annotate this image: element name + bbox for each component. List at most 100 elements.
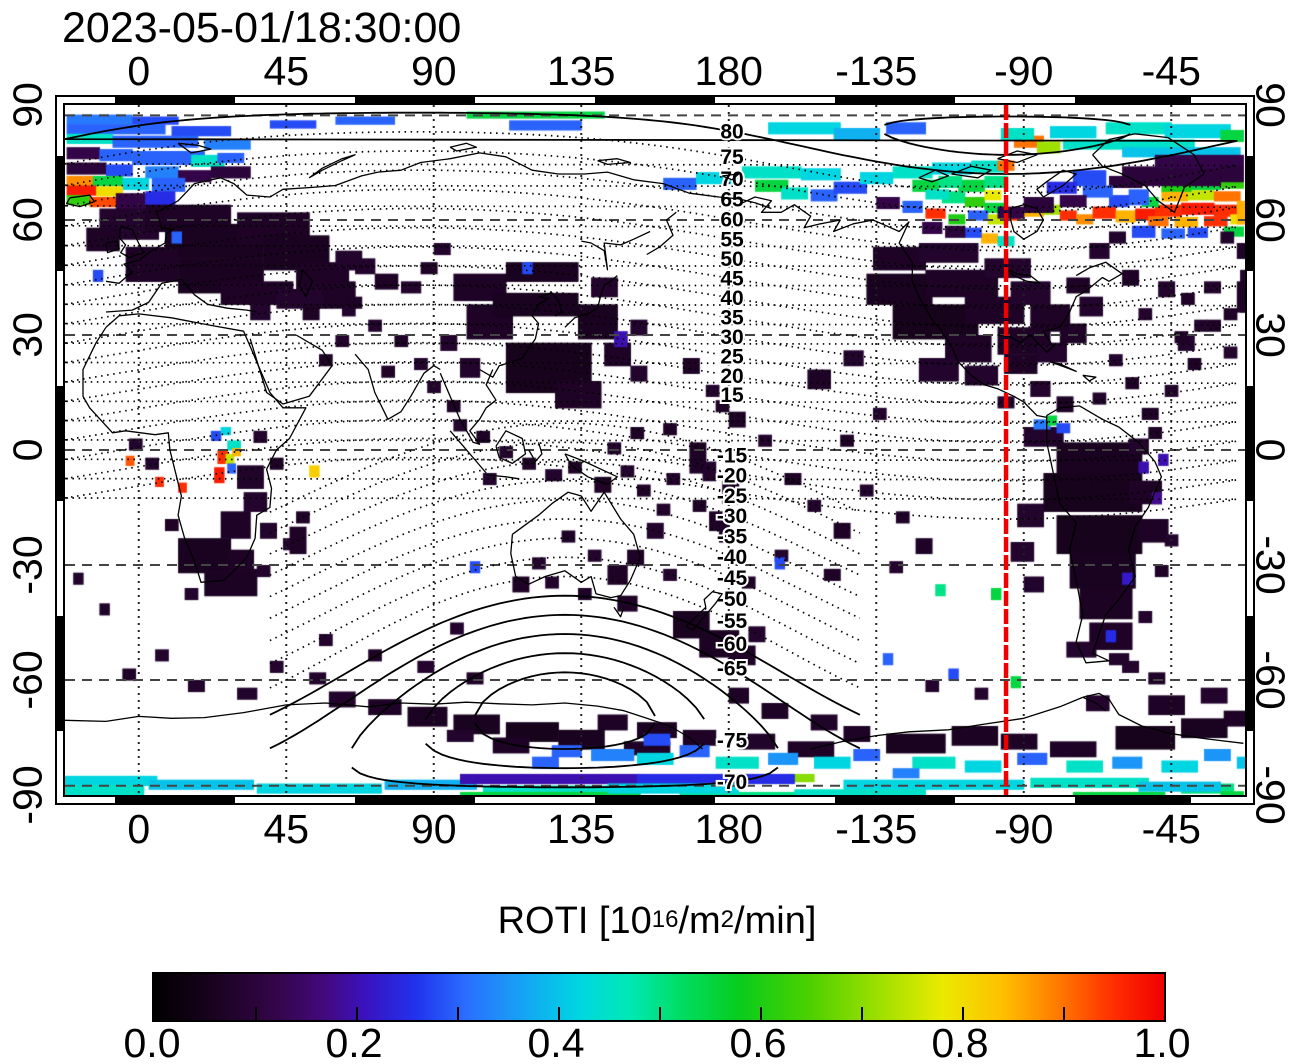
colorbar-minor-tick	[659, 1007, 661, 1020]
colorbar-tick-label: 0.0	[123, 1020, 181, 1064]
coastline-path	[177, 142, 212, 154]
lon-tick-label-top: 45	[263, 48, 310, 94]
lon-tick-label-bottom: 45	[263, 806, 310, 852]
lon-tick-label-bottom: -135	[835, 806, 918, 852]
maglat-contour-label: 80	[720, 121, 743, 144]
maglat-contour-label: -65	[717, 658, 748, 681]
coastline-path	[1092, 133, 1205, 213]
colorbar-minor-tick	[760, 1007, 762, 1020]
maglat-contour	[269, 575, 861, 689]
colorbar-minor-tick	[861, 1007, 863, 1020]
colorbar-title-prefix: ROTI [10	[497, 900, 652, 942]
frame-border-right	[1245, 97, 1253, 803]
colorbar-tick-label: 0.6	[729, 1020, 787, 1064]
maglat-contour-label: 40	[720, 287, 743, 310]
maglat-contour-label: 50	[720, 248, 743, 271]
maglat-contour-label: -50	[717, 588, 747, 611]
colorbar-minor-tick	[457, 1007, 459, 1020]
lat-tick-label: 90	[4, 82, 51, 128]
lon-tick-label-top: 90	[410, 48, 457, 94]
lon-tick-label-bottom: 0	[127, 806, 151, 852]
coastline-path	[249, 334, 333, 405]
maglat-contour	[65, 456, 1238, 520]
colorbar-tick-label: 0.2	[325, 1020, 383, 1064]
maglat-contour	[65, 169, 1238, 233]
lon-tick-label-bottom: -45	[1141, 806, 1201, 852]
lon-tick-label-bottom: -90	[994, 806, 1054, 852]
maglat-contour-label: -75	[717, 729, 748, 752]
coastline-path	[997, 150, 1038, 164]
maglat-contour-label: -45	[717, 567, 748, 590]
lat-tick-label: -30	[4, 535, 51, 595]
maglat-contour	[473, 671, 656, 717]
maglat-contour	[65, 130, 1238, 195]
coastline-path	[1036, 169, 1077, 198]
colorbar-minor-tick	[962, 1007, 964, 1020]
coastline-path	[581, 230, 651, 271]
maglat-contour	[473, 722, 656, 750]
lon-tick-label-top: 0	[127, 48, 151, 94]
lat-tick-label: -90	[4, 765, 51, 825]
maglat-contour-label: -70	[717, 771, 747, 794]
maglat-contour	[269, 422, 861, 513]
coastline-path	[1046, 405, 1163, 664]
maglat-contour-label: 60	[720, 208, 743, 231]
frame-border-top	[57, 97, 1253, 105]
lon-tick-label-top: -135	[835, 48, 918, 94]
maglat-contour	[351, 766, 779, 789]
maglat-contour-label: -60	[717, 633, 747, 656]
maglat-contour-label: 55	[720, 228, 744, 251]
maglat-contour	[269, 441, 861, 534]
maglat-contour	[65, 150, 1238, 214]
maglat-contour	[424, 652, 705, 720]
coastline-path	[65, 194, 96, 208]
coastline-path	[738, 196, 1047, 419]
coastline-path	[951, 165, 992, 179]
maglat-contour	[65, 111, 1238, 175]
colorbar-minor-tick	[558, 1007, 560, 1020]
maglat-contour-label: 45	[720, 268, 744, 291]
coastline-path	[105, 278, 257, 313]
coastline-path	[721, 173, 740, 181]
coastline-path	[354, 353, 441, 420]
coastline-path	[1009, 204, 1045, 240]
coastline-path	[105, 152, 772, 284]
coastline-path	[1082, 696, 1107, 712]
lat-tick-label: 30	[4, 312, 51, 358]
maglat-contour	[65, 437, 1238, 501]
maglat-contour-label: -40	[717, 546, 747, 569]
coastline-path	[510, 491, 641, 599]
coastline-path	[646, 211, 677, 256]
coastline-path	[597, 158, 632, 166]
lon-tick-label-bottom: 135	[547, 806, 616, 852]
colorbar	[152, 972, 1166, 1022]
maglat-contour-label: -15	[717, 444, 748, 467]
colorbar-title-exp1: 16	[651, 906, 679, 933]
colorbar-title-suffix: /min]	[734, 900, 817, 942]
frame-border-bottom	[57, 795, 1253, 803]
maglat-contour-label: 20	[720, 365, 743, 388]
coastline-path	[479, 292, 563, 378]
maglat-contour-label: 15	[720, 384, 744, 407]
maglat-contour	[65, 399, 1238, 463]
coastline-path	[449, 430, 487, 474]
coastline-path	[298, 269, 314, 298]
coastline-path	[528, 442, 543, 463]
colorbar-title-exp2: 2	[720, 906, 735, 933]
colorbar-minor-tick	[255, 1007, 257, 1020]
coastline-path	[997, 261, 1123, 353]
maglat-contour	[269, 594, 861, 716]
colorbar-minor-tick	[356, 1007, 358, 1020]
colorbar-title-mid: /m	[678, 900, 721, 942]
lon-tick-label-top: 180	[694, 48, 763, 94]
maglat-contour	[65, 380, 1238, 444]
colorbar-title: ROTI [1016/m2/min]	[498, 900, 817, 943]
coastline-path	[810, 692, 1244, 750]
lat-tick-label: 60	[4, 197, 51, 243]
lat-tick-label: -60	[4, 650, 51, 710]
colorbar-tick-label: 0.4	[527, 1020, 585, 1064]
plot-title: 2023-05-01/18:30:00	[62, 4, 462, 52]
lon-tick-label-top: -90	[994, 48, 1054, 94]
coastline-path	[439, 369, 497, 445]
